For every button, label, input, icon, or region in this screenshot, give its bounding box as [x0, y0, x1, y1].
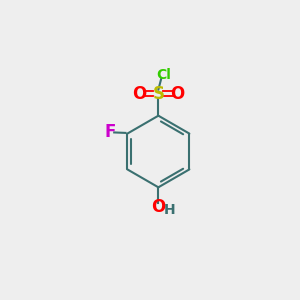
Text: Cl: Cl [156, 68, 171, 82]
Text: S: S [152, 85, 164, 103]
Text: O: O [132, 85, 147, 103]
Text: F: F [104, 123, 116, 141]
Text: O: O [151, 198, 166, 216]
Text: H: H [164, 203, 175, 217]
Text: O: O [170, 85, 184, 103]
